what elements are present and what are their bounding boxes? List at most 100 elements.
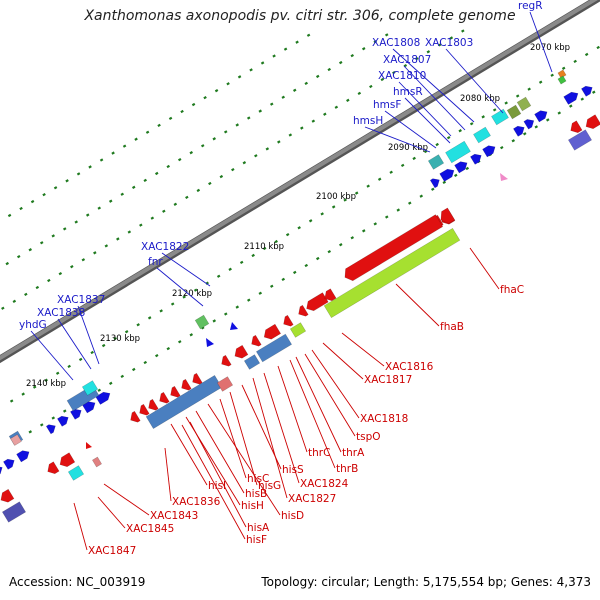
reverse-label-leader [263,372,300,484]
reverse-gene-label: thrC [308,447,330,459]
guide-dot [373,40,377,44]
reverse-label-leader [164,447,172,502]
guide-dot [346,98,350,102]
guide-dot [127,230,132,234]
guide-dot [16,254,21,259]
reverse-gene-label: hisI [208,480,226,492]
guide-dot [124,330,129,334]
feature-marker [206,338,214,347]
forward-label-leader [404,97,451,144]
guide-dot [231,167,235,172]
guide-dot [203,95,207,100]
guide-dot [122,144,127,148]
forward-label-leader [384,110,437,149]
reverse-gene-label: XAC1816 [385,361,434,373]
forward-label-leader [364,126,431,153]
forward-label-leader [57,318,92,370]
reverse-gene-label: hisD [281,510,304,522]
guide-dot [19,206,23,211]
forward-gene-arrow [454,161,468,174]
scale-tick-label: 2130 kbp [100,334,140,344]
reverse-gene-arrow [585,114,600,130]
guide-dot [51,234,55,238]
guide-dot [247,298,251,302]
cds-block [92,456,102,468]
forward-label-leader [77,305,100,365]
guide-dot [492,108,497,112]
guide-dot [523,132,527,136]
reverse-gene-arrow [0,488,15,503]
guide-dot [454,173,458,178]
guide-dot [331,205,336,209]
reverse-label-leader [252,377,288,499]
guide-dot [419,194,424,198]
scale-tick-label: 2140 kbp [26,379,66,389]
guide-dot [308,219,313,223]
guide-dot [131,185,136,189]
guide-dot [237,75,242,79]
scale-tick-label: 2120 kbp [172,289,212,299]
guide-dot [431,187,435,191]
guide-dot [258,291,263,295]
reverse-gene-arrow [159,391,170,404]
reverse-label-leader [219,398,247,479]
genome-backbone-shadow [0,0,600,364]
reverse-gene-arrow [570,120,583,133]
guide-dot [111,151,115,155]
guide-dot [32,385,37,389]
cds-block [516,96,532,112]
guide-dot [166,164,170,169]
reverse-gene-arrow [324,288,337,301]
guide-dot [323,112,327,116]
guide-dot [260,61,265,65]
guide-dot [465,166,470,171]
guide-dot [55,371,60,375]
guide-dot [295,40,299,44]
reverse-gene-label: fhaC [500,284,524,296]
guide-dot [157,123,161,127]
reverse-label-leader [73,502,88,551]
guide-dot [90,350,94,355]
forward-gene-arrow [581,85,593,97]
guide-dot [288,133,293,137]
guide-dot [132,367,136,372]
forward-gene-arrow [3,458,15,470]
guide-dot [569,104,573,108]
guide-dot [51,416,56,420]
guide-dot [311,119,316,123]
forward-gene-arrow [0,465,3,477]
guide-dot [143,178,147,183]
reverse-label-leader [170,423,208,486]
guide-dot [193,288,198,292]
guide-dot [120,374,125,379]
cds-block [194,314,210,330]
forward-gene-label: hmsF [373,99,401,111]
guide-dot [277,140,281,144]
guide-dot [389,170,393,174]
guide-dot [97,388,102,392]
reverse-label-leader [195,410,245,494]
guide-dot [216,274,221,278]
guide-dot [408,201,412,205]
guide-dot [481,115,485,119]
guide-dot [274,239,278,244]
guide-dot [265,147,270,151]
cds-block [567,129,593,151]
forward-gene-arrow [57,415,69,427]
forward-gene-label: XAC1803 [425,37,473,49]
reverse-label-leader [103,483,150,516]
cds-block [216,376,234,392]
guide-dot [177,157,182,162]
map-title: Xanthomonas axonopodis pv. citri str. 30… [84,8,516,24]
guide-dot [166,347,171,351]
guide-dot [104,244,109,248]
guide-dot [258,109,262,113]
guide-dot [170,302,175,306]
forward-label-leader [156,267,204,307]
guide-dot [281,277,286,282]
guide-dot [101,343,106,348]
feature-marker [500,173,508,181]
guide-dot [76,172,81,176]
forward-gene-arrow [534,110,548,123]
guide-dot [373,222,378,226]
